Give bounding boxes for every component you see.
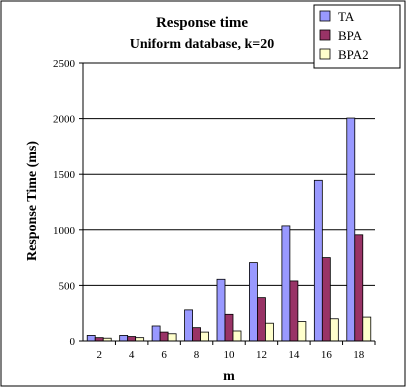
bar-bpa-8 xyxy=(192,327,201,342)
bar-bpa-10 xyxy=(224,313,234,342)
y-tick-label: 1000 xyxy=(53,225,76,237)
bar-ta-4 xyxy=(119,335,129,342)
y-axis-label: Response Time (ms) xyxy=(25,141,40,261)
y-tick-labels: 0 500 1000 1500 2000 2500 xyxy=(53,58,83,348)
bar-bpa2-4 xyxy=(135,337,145,342)
x-tick-labels: 2 4 6 8 10 12 14 16 18 xyxy=(96,341,376,361)
y-tick-label: 2500 xyxy=(53,58,76,70)
bar-ta-2 xyxy=(86,335,96,342)
bar-bpa2-18 xyxy=(362,316,372,342)
bar-bpa-6 xyxy=(159,331,169,342)
bar-bpa-14 xyxy=(289,280,299,342)
x-tick-label: 10 xyxy=(224,349,236,361)
bar-bpa2-10 xyxy=(232,330,242,342)
chart-title: Response time xyxy=(156,15,248,31)
chart-subtitle: Uniform database, k=20 xyxy=(130,37,274,52)
legend-label-bpa2: BPA2 xyxy=(338,47,369,62)
x-tick-label: 8 xyxy=(194,349,200,361)
legend-label-ta: TA xyxy=(338,9,355,24)
axes xyxy=(82,63,375,342)
bar-bpa-18 xyxy=(354,234,364,342)
legend-swatch-ta xyxy=(319,10,331,22)
bar-bpa2-6 xyxy=(167,333,177,342)
y-tick-label: 500 xyxy=(59,280,76,292)
x-tick-label: 4 xyxy=(129,349,135,361)
bars xyxy=(86,117,372,342)
bar-ta-12 xyxy=(249,262,258,342)
bar-ta-6 xyxy=(151,325,161,342)
y-tick-label: 0 xyxy=(70,336,76,348)
bar-ta-8 xyxy=(184,309,193,342)
bar-bpa-4 xyxy=(127,336,137,342)
legend: TA BPA BPA2 xyxy=(313,4,401,69)
x-axis-label: m xyxy=(223,369,235,384)
x-tick-label: 2 xyxy=(96,349,102,361)
legend-label-bpa: BPA xyxy=(338,28,363,43)
bar-bpa-12 xyxy=(257,297,266,342)
bar-bpa2-16 xyxy=(329,318,339,342)
bar-ta-18 xyxy=(346,117,356,342)
bar-bpa2-12 xyxy=(265,322,274,342)
bar-bpa-16 xyxy=(321,257,331,342)
y-tick-label: 2000 xyxy=(53,114,76,126)
x-tick-label: 6 xyxy=(161,349,167,361)
y-tick-label: 1500 xyxy=(53,169,76,181)
bar-bpa-2 xyxy=(94,337,104,342)
x-tick-label: 16 xyxy=(321,349,333,361)
x-tick-label: 12 xyxy=(256,349,267,361)
bar-ta-14 xyxy=(281,225,291,342)
bar-ta-10 xyxy=(216,278,226,342)
bar-ta-16 xyxy=(313,179,323,342)
x-tick-label: 14 xyxy=(288,349,300,361)
x-tick-label: 18 xyxy=(353,349,365,361)
legend-swatch-bpa2 xyxy=(319,48,331,60)
legend-swatch-bpa xyxy=(319,29,331,41)
bar-bpa2-14 xyxy=(297,321,307,342)
bar-bpa2-8 xyxy=(200,331,209,342)
